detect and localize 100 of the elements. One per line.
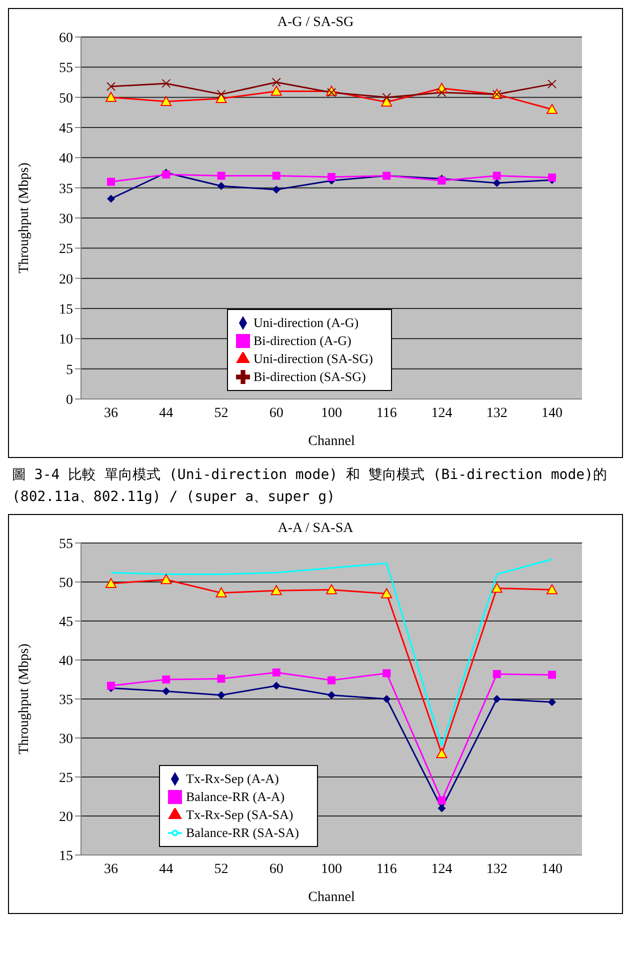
point bbox=[437, 88, 446, 98]
x-tick-label: 140 bbox=[542, 406, 562, 421]
x-tick-label: 60 bbox=[269, 406, 284, 421]
y-tick-label: 10 bbox=[59, 332, 73, 348]
x-tick-label: 60 bbox=[269, 862, 284, 877]
point bbox=[492, 670, 501, 678]
y-tick-label: 45 bbox=[59, 614, 73, 630]
y-axis-title: Throughput (Mbps) bbox=[16, 643, 32, 754]
point bbox=[381, 588, 392, 598]
y-tick-label: 0 bbox=[66, 392, 73, 408]
x-tick-label: 100 bbox=[321, 406, 342, 421]
point bbox=[492, 695, 501, 703]
y-tick-label: 15 bbox=[59, 848, 73, 864]
x-axis-title: Channel bbox=[308, 434, 355, 449]
y-tick-label: 25 bbox=[59, 770, 73, 786]
point bbox=[492, 172, 501, 180]
legend-label: Bi-direction (SA-SG) bbox=[254, 369, 366, 384]
point bbox=[491, 582, 502, 593]
x-tick-label: 36 bbox=[104, 406, 118, 421]
legend-label: Balance-RR (SA-SA) bbox=[186, 825, 300, 840]
point bbox=[106, 82, 116, 91]
point bbox=[107, 194, 115, 203]
legend-label: Balance-RR (A-A) bbox=[186, 789, 285, 804]
point bbox=[270, 585, 282, 596]
point bbox=[106, 578, 116, 588]
point bbox=[381, 96, 392, 107]
y-tick-label: 55 bbox=[59, 61, 73, 76]
point bbox=[548, 80, 556, 89]
y-tick-label: 50 bbox=[59, 576, 73, 591]
legend-label: Bi-direction (A-G) bbox=[254, 333, 352, 348]
point bbox=[217, 691, 226, 700]
point bbox=[272, 78, 281, 87]
legend-label: Uni-direction (A-G) bbox=[254, 315, 359, 330]
point bbox=[548, 698, 556, 706]
y-tick-label: 50 bbox=[59, 91, 73, 106]
point bbox=[270, 86, 282, 96]
point bbox=[106, 92, 116, 102]
point bbox=[382, 92, 392, 102]
y-tick-label: 40 bbox=[59, 152, 73, 167]
y-tick-label: 60 bbox=[59, 30, 73, 46]
point bbox=[162, 676, 170, 684]
point bbox=[160, 574, 172, 584]
point bbox=[217, 182, 226, 190]
y-tick-label: 35 bbox=[59, 182, 73, 197]
caption: 圖 3-4 比較 單向模式 (Uni-direction mode) 和 雙向模式 (Bi-direction mode)的 (802.11a、802.11g) / (super a、super g) bbox=[11, 466, 608, 507]
y-tick-label: 35 bbox=[59, 692, 73, 708]
y-tick-label: 20 bbox=[59, 810, 73, 825]
x-tick-label: 36 bbox=[104, 862, 118, 877]
point bbox=[216, 93, 227, 104]
point bbox=[438, 804, 446, 812]
point bbox=[216, 587, 227, 598]
point bbox=[216, 90, 226, 99]
point bbox=[548, 174, 556, 182]
line-series bbox=[110, 558, 553, 747]
y-tick-label: 5 bbox=[66, 362, 73, 378]
y-tick-label: 40 bbox=[59, 654, 73, 669]
point bbox=[492, 179, 501, 188]
x-tick-label: 124 bbox=[431, 862, 452, 877]
point bbox=[328, 691, 336, 700]
point bbox=[546, 104, 558, 114]
point bbox=[272, 682, 280, 690]
x-tick-label: 116 bbox=[376, 406, 397, 421]
point bbox=[217, 172, 226, 180]
x-tick-label: 132 bbox=[486, 406, 508, 421]
x-tick-label: 44 bbox=[159, 862, 174, 877]
point bbox=[107, 178, 115, 186]
y-tick-label: 55 bbox=[59, 536, 73, 552]
x-tick-label: 124 bbox=[431, 406, 452, 421]
point bbox=[107, 682, 115, 690]
point bbox=[382, 669, 391, 678]
x-tick-label: 52 bbox=[214, 862, 228, 877]
y-tick-label: 25 bbox=[59, 242, 73, 258]
legend-label: Uni-direction (SA-SG) bbox=[254, 351, 374, 366]
point bbox=[328, 172, 336, 181]
point bbox=[546, 584, 558, 594]
point bbox=[328, 676, 336, 684]
x-tick-label: 116 bbox=[376, 862, 397, 877]
x-tick-label: 100 bbox=[321, 862, 342, 877]
x-tick-label: 44 bbox=[159, 406, 174, 421]
chart-title: A-A / SA-SA bbox=[276, 521, 354, 537]
point bbox=[217, 674, 226, 683]
point bbox=[160, 96, 172, 106]
legend-label: Tx-Rx-Sep (A-A) bbox=[186, 771, 279, 786]
chart-title: A-G / SA-SG bbox=[276, 15, 355, 31]
y-tick-label: 30 bbox=[59, 732, 73, 747]
point bbox=[327, 88, 336, 98]
legend-label: Tx-Rx-Sep (SA-SA) bbox=[186, 807, 294, 822]
point bbox=[326, 584, 337, 594]
y-tick-label: 30 bbox=[59, 212, 73, 227]
y-tick-label: 20 bbox=[59, 272, 73, 288]
point bbox=[162, 78, 171, 88]
y-tick-label: 15 bbox=[59, 302, 73, 318]
point bbox=[438, 796, 446, 804]
point bbox=[382, 695, 391, 703]
x-tick-label: 52 bbox=[214, 406, 228, 421]
point bbox=[162, 687, 170, 696]
point bbox=[272, 668, 280, 676]
x-tick-label: 140 bbox=[542, 862, 562, 877]
point bbox=[436, 748, 448, 758]
point bbox=[548, 670, 556, 679]
